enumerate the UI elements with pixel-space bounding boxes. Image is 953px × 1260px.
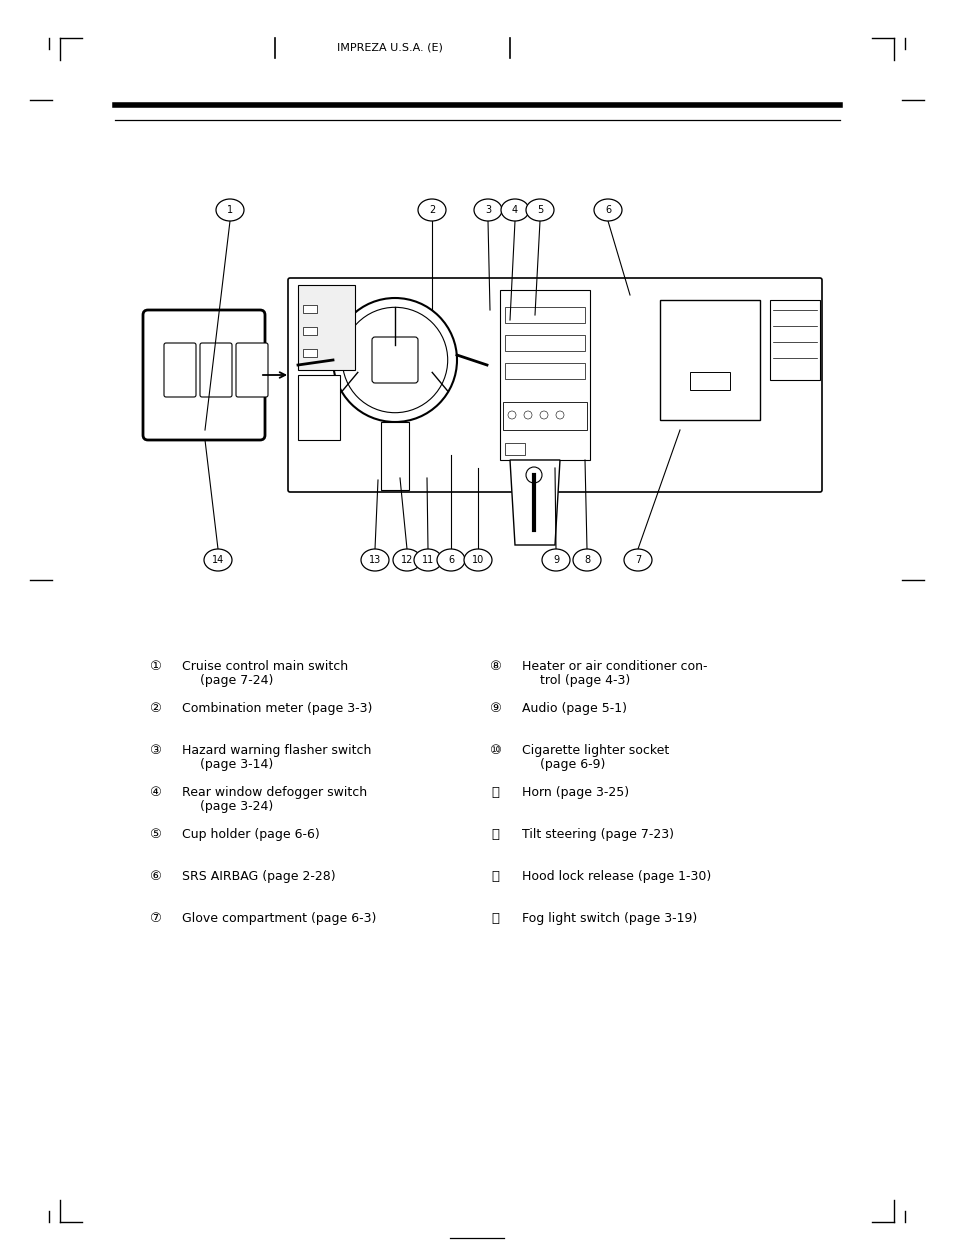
Text: ①: ① xyxy=(149,660,161,673)
Text: ④: ④ xyxy=(149,786,161,799)
Text: ⑭: ⑭ xyxy=(491,912,498,925)
Text: 12: 12 xyxy=(400,554,413,564)
Text: ⑪: ⑪ xyxy=(491,786,498,799)
Text: 3: 3 xyxy=(484,205,491,215)
Bar xyxy=(504,444,524,455)
Ellipse shape xyxy=(215,199,244,220)
Circle shape xyxy=(525,467,541,483)
Text: ⑨: ⑨ xyxy=(489,702,500,714)
Text: ⑫: ⑫ xyxy=(491,828,498,840)
Bar xyxy=(380,422,409,490)
Bar xyxy=(504,363,584,379)
Ellipse shape xyxy=(463,549,492,571)
Text: 7: 7 xyxy=(634,554,640,564)
Text: 4: 4 xyxy=(512,205,517,215)
Text: 13: 13 xyxy=(369,554,381,564)
Circle shape xyxy=(539,411,547,420)
Bar xyxy=(502,402,586,430)
Text: 2: 2 xyxy=(429,205,435,215)
Text: Audio (page 5-1): Audio (page 5-1) xyxy=(521,702,626,714)
Text: ⑩: ⑩ xyxy=(489,743,500,757)
Text: Cruise control main switch: Cruise control main switch xyxy=(182,660,348,673)
Text: Cigarette lighter socket: Cigarette lighter socket xyxy=(521,743,669,757)
Text: ③: ③ xyxy=(149,743,161,757)
Ellipse shape xyxy=(594,199,621,220)
Bar xyxy=(689,372,729,391)
Bar xyxy=(303,328,316,335)
Circle shape xyxy=(342,307,447,413)
Ellipse shape xyxy=(500,199,529,220)
Text: Fog light switch (page 3-19): Fog light switch (page 3-19) xyxy=(521,912,697,925)
Text: ⑬: ⑬ xyxy=(491,869,498,883)
Text: 11: 11 xyxy=(421,554,434,564)
Circle shape xyxy=(333,299,456,422)
Text: trol (page 4-3): trol (page 4-3) xyxy=(539,674,630,687)
Ellipse shape xyxy=(541,549,569,571)
Ellipse shape xyxy=(204,549,232,571)
Bar xyxy=(504,307,584,323)
Text: 1: 1 xyxy=(227,205,233,215)
Text: Heater or air conditioner con-: Heater or air conditioner con- xyxy=(521,660,707,673)
Bar xyxy=(303,349,316,357)
FancyBboxPatch shape xyxy=(164,343,195,397)
Text: 6: 6 xyxy=(448,554,454,564)
Text: 10: 10 xyxy=(472,554,483,564)
Bar xyxy=(659,300,760,420)
Ellipse shape xyxy=(414,549,441,571)
Circle shape xyxy=(556,411,563,420)
Text: 14: 14 xyxy=(212,554,224,564)
FancyBboxPatch shape xyxy=(372,336,417,383)
FancyBboxPatch shape xyxy=(143,310,265,440)
Ellipse shape xyxy=(525,199,554,220)
Text: Horn (page 3-25): Horn (page 3-25) xyxy=(521,786,628,799)
Text: IMPREZA U.S.A. (E): IMPREZA U.S.A. (E) xyxy=(336,43,442,53)
Bar xyxy=(303,305,316,312)
Bar xyxy=(297,375,339,440)
Text: (page 3-24): (page 3-24) xyxy=(200,800,273,813)
Text: ②: ② xyxy=(149,702,161,714)
Polygon shape xyxy=(510,460,559,546)
Ellipse shape xyxy=(474,199,501,220)
Text: Hood lock release (page 1-30): Hood lock release (page 1-30) xyxy=(521,869,711,883)
Ellipse shape xyxy=(436,549,464,571)
FancyBboxPatch shape xyxy=(288,278,821,491)
Text: 9: 9 xyxy=(553,554,558,564)
Text: Glove compartment (page 6-3): Glove compartment (page 6-3) xyxy=(182,912,376,925)
Bar xyxy=(297,285,355,370)
Ellipse shape xyxy=(623,549,651,571)
Text: Tilt steering (page 7-23): Tilt steering (page 7-23) xyxy=(521,828,673,840)
Text: Rear window defogger switch: Rear window defogger switch xyxy=(182,786,367,799)
Text: ⑥: ⑥ xyxy=(149,869,161,883)
Circle shape xyxy=(523,411,532,420)
Ellipse shape xyxy=(393,549,420,571)
Text: 8: 8 xyxy=(583,554,590,564)
Text: Hazard warning flasher switch: Hazard warning flasher switch xyxy=(182,743,371,757)
Bar xyxy=(769,300,820,381)
Text: ⑤: ⑤ xyxy=(149,828,161,840)
Text: Combination meter (page 3-3): Combination meter (page 3-3) xyxy=(182,702,372,714)
FancyBboxPatch shape xyxy=(235,343,268,397)
Text: 6: 6 xyxy=(604,205,611,215)
Circle shape xyxy=(379,344,410,375)
Ellipse shape xyxy=(417,199,446,220)
Text: ⑧: ⑧ xyxy=(489,660,500,673)
Bar xyxy=(504,335,584,352)
Text: (page 3-14): (page 3-14) xyxy=(200,759,273,771)
Text: ⑦: ⑦ xyxy=(149,912,161,925)
Text: Cup holder (page 6-6): Cup holder (page 6-6) xyxy=(182,828,319,840)
Ellipse shape xyxy=(360,549,389,571)
FancyBboxPatch shape xyxy=(200,343,232,397)
Text: 5: 5 xyxy=(537,205,542,215)
Text: (page 6-9): (page 6-9) xyxy=(539,759,605,771)
Text: (page 7-24): (page 7-24) xyxy=(200,674,274,687)
Text: SRS AIRBAG (page 2-28): SRS AIRBAG (page 2-28) xyxy=(182,869,335,883)
Ellipse shape xyxy=(573,549,600,571)
Bar xyxy=(499,290,589,460)
Circle shape xyxy=(507,411,516,420)
